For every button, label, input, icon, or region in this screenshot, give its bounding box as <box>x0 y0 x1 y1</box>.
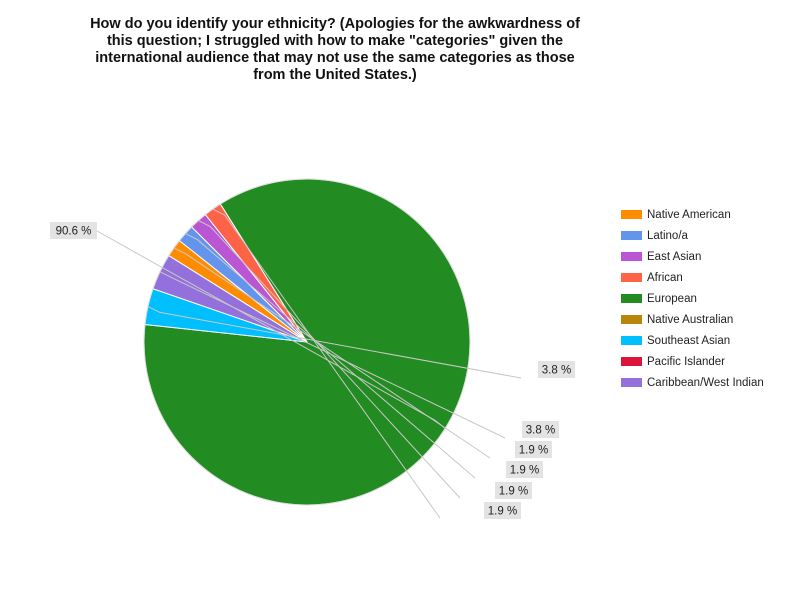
chart-title-line: international audience that may not use … <box>95 50 575 66</box>
legend-label: Native Australian <box>647 313 734 326</box>
leader-line <box>212 208 441 519</box>
legend-label: Southeast Asian <box>647 334 731 347</box>
data-label: 3.8 % <box>542 365 571 377</box>
legend-swatch <box>621 294 642 303</box>
data-label-box <box>538 361 575 378</box>
pie-outline <box>143 178 471 506</box>
leader-line <box>173 247 491 459</box>
data-label-box <box>515 441 552 458</box>
chart-title-line: How do you identify your ethnicity? (Apo… <box>90 16 580 32</box>
data-label: 3.8 % <box>526 425 555 437</box>
legend-swatch <box>621 273 642 282</box>
data-label-box <box>506 461 543 478</box>
data-label: 1.9 % <box>499 486 528 498</box>
legend-label: Pacific Islander <box>647 355 725 368</box>
legend-item-native-american: Native American <box>621 204 764 225</box>
legend-label: Latino/a <box>647 229 688 242</box>
legend-swatch <box>621 210 642 219</box>
leader-line <box>147 305 522 379</box>
legend-swatch <box>621 336 642 345</box>
leader-line <box>159 271 506 439</box>
legend-swatch <box>621 357 642 366</box>
chart-title-line: this question; I struggled with how to m… <box>106 33 564 49</box>
legend-label: Caribbean/West Indian <box>647 376 764 389</box>
legend-item-southeast-asian: Southeast Asian <box>621 330 764 351</box>
leader-line <box>185 233 476 479</box>
chart-title: How do you identify your ethnicity? (Apo… <box>40 16 630 84</box>
legend: Native American Latino/a East Asian Afri… <box>621 204 764 393</box>
legend-item-european: European <box>621 288 764 309</box>
data-label-box <box>495 482 532 499</box>
data-label: 1.9 % <box>510 465 539 477</box>
legend-label: East Asian <box>647 250 702 263</box>
data-label-box <box>50 222 97 239</box>
data-label-box <box>522 421 559 438</box>
legend-label: African <box>647 271 683 284</box>
legend-item-caribbean: Caribbean/West Indian <box>621 372 764 393</box>
data-label: 1.9 % <box>488 506 517 518</box>
legend-label: Native American <box>647 208 731 221</box>
legend-swatch <box>621 315 642 324</box>
legend-swatch <box>621 378 642 387</box>
legend-label: European <box>647 292 697 305</box>
data-labels: 90.6 % 3.8 % 3.8 % 1.9 % 1.9 % 1.9 % 1.9 % <box>50 208 575 519</box>
legend-item-latino: Latino/a <box>621 225 764 246</box>
leader-line <box>198 220 461 499</box>
legend-swatch <box>621 231 642 240</box>
chart-title-line: from the United States.) <box>253 67 417 83</box>
data-label: 90.6 % <box>56 226 92 238</box>
data-label: 1.9 % <box>519 445 548 457</box>
legend-item-pacific-islander: Pacific Islander <box>621 351 764 372</box>
legend-item-african: African <box>621 267 764 288</box>
data-label-box <box>484 502 521 519</box>
legend-item-east-asian: East Asian <box>621 246 764 267</box>
legend-item-native-australian: Native Australian <box>621 309 764 330</box>
legend-swatch <box>621 252 642 261</box>
